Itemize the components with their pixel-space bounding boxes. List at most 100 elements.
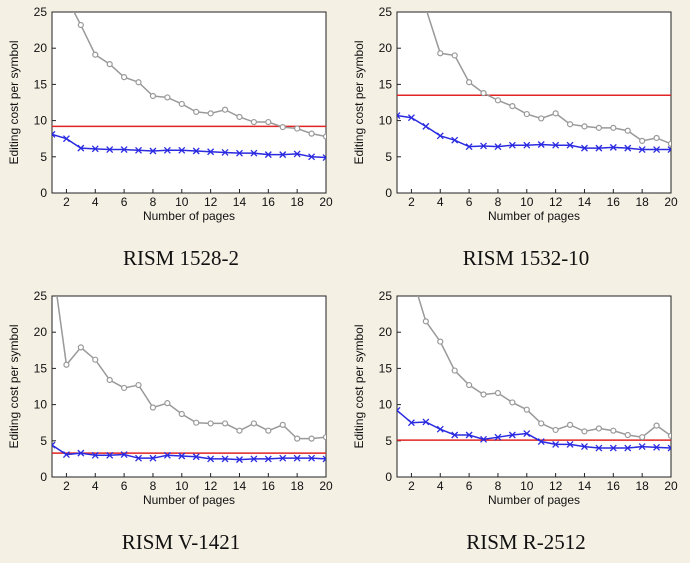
y-tick-label: 20: [34, 41, 48, 55]
marker: [610, 124, 617, 131]
marker: [581, 428, 588, 435]
marker: [523, 110, 530, 118]
panel: 0 5 10 15 20 25 2 4 6 8 10 12 14 16 18 20 Number of page…: [352, 5, 678, 270]
x-axis-label: Number of pages: [143, 493, 235, 507]
caption: RISM R-2512: [466, 530, 586, 554]
marker: [77, 344, 84, 351]
x-tick-label: 18: [635, 479, 649, 493]
x-tick-label: 6: [121, 195, 128, 209]
y-tick-label: 20: [34, 325, 48, 339]
panel: 0 5 10 15 20 25 2 4 6 8 10 12 14 16 18 20 Number of page…: [352, 272, 678, 554]
y-tick-label: 25: [34, 5, 48, 19]
marker: [135, 79, 142, 86]
marker: [322, 455, 326, 463]
marker: [62, 451, 70, 459]
marker: [639, 137, 646, 144]
marker: [422, 418, 430, 426]
marker: [407, 114, 415, 122]
marker: [509, 103, 516, 110]
marker: [451, 52, 458, 59]
x-tick-label: 20: [664, 195, 678, 209]
marker: [423, 6, 428, 11]
marker: [566, 121, 574, 128]
marker: [207, 455, 215, 463]
marker: [451, 367, 458, 374]
marker: [422, 318, 429, 325]
plot-content: [52, 12, 326, 161]
caption: RISM 1528-2: [123, 246, 239, 270]
y-tick-label: 0: [385, 186, 392, 200]
marker: [667, 146, 671, 154]
marker: [149, 404, 157, 411]
x-tick-label: 10: [175, 195, 189, 209]
marker: [566, 440, 574, 448]
marker: [178, 146, 186, 154]
marker: [120, 146, 128, 154]
y-tick-label: 25: [34, 289, 48, 303]
x-axis-label: Number of pages: [143, 209, 235, 223]
x-tick-label: 6: [466, 195, 473, 209]
x-tick-label: 16: [262, 195, 276, 209]
marker: [451, 136, 459, 144]
series-line: [52, 133, 326, 159]
y-tick-label: 5: [40, 434, 47, 448]
marker: [163, 451, 171, 459]
y-tick-label: 0: [40, 470, 47, 484]
x-tick-label: 14: [233, 479, 247, 493]
marker: [135, 381, 142, 389]
marker: [667, 432, 671, 439]
x-tick-label: 20: [664, 479, 678, 493]
marker: [465, 143, 473, 151]
marker: [409, 272, 414, 277]
marker: [581, 123, 588, 130]
marker: [653, 422, 660, 429]
marker: [236, 113, 243, 121]
marker: [407, 419, 415, 427]
marker: [221, 106, 229, 113]
marker: [178, 452, 186, 460]
x-tick-label: 6: [466, 479, 473, 493]
x-tick-label: 8: [150, 195, 157, 209]
y-tick-label: 15: [34, 77, 48, 91]
x-tick-label: 14: [233, 195, 247, 209]
x-tick-label: 4: [437, 195, 444, 209]
x-tick-label: 12: [204, 195, 218, 209]
marker: [279, 124, 286, 131]
x-tick-label: 20: [319, 479, 333, 493]
x-tick-label: 14: [578, 479, 592, 493]
marker: [322, 154, 326, 161]
marker: [221, 148, 229, 156]
marker: [91, 145, 99, 153]
x-tick-label: 8: [495, 195, 502, 209]
series-line: [397, 409, 671, 449]
marker: [624, 444, 632, 452]
marker: [293, 150, 301, 158]
x-tick-label: 14: [578, 195, 592, 209]
marker: [92, 356, 99, 363]
x-tick-label: 4: [437, 479, 444, 493]
marker: [77, 449, 85, 457]
y-tick-label: 0: [40, 186, 47, 200]
marker: [436, 425, 444, 433]
marker: [422, 122, 430, 130]
marker: [609, 143, 617, 151]
y-tick-label: 10: [379, 114, 393, 128]
x-tick-label: 12: [204, 479, 218, 493]
marker: [552, 426, 559, 434]
x-tick-label: 16: [262, 479, 276, 493]
marker: [308, 130, 315, 137]
plot-area: [396, 295, 672, 478]
marker: [250, 149, 258, 157]
panel: 0 5 10 15 20 25 2 4 6 8 10 12 14 16 18 20 Number of page…: [7, 5, 333, 270]
marker: [653, 146, 661, 154]
marker: [538, 420, 545, 427]
x-tick-label: 18: [635, 195, 649, 209]
x-tick-label: 2: [63, 195, 70, 209]
x-tick-label: 2: [63, 479, 70, 493]
x-tick-label: 8: [495, 479, 502, 493]
x-tick-label: 12: [549, 195, 563, 209]
marker: [236, 427, 243, 434]
marker: [494, 433, 502, 441]
marker: [207, 420, 214, 427]
